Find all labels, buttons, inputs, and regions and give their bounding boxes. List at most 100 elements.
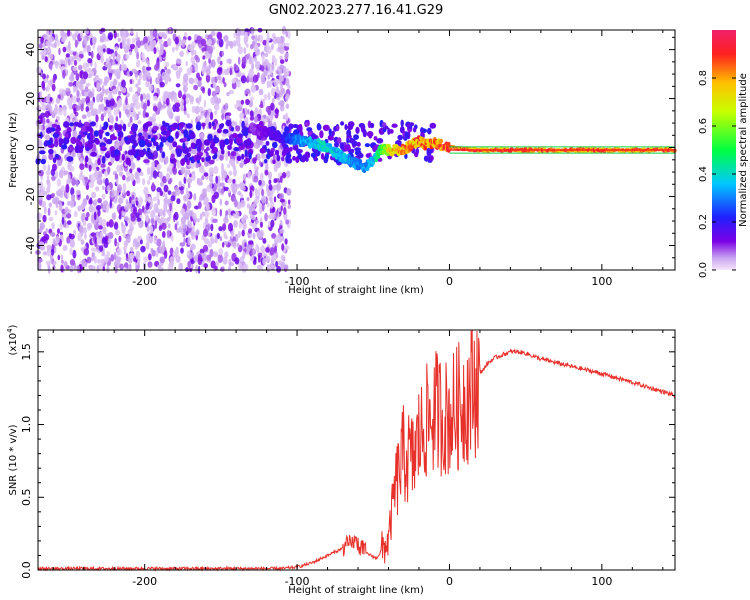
noise-speck <box>92 108 96 114</box>
noise-speck <box>233 220 238 228</box>
noise-speck <box>274 108 280 114</box>
noise-speck <box>55 97 61 104</box>
noise-band-speck <box>400 119 404 128</box>
noise-speck <box>84 161 88 168</box>
ridge-cell <box>376 154 381 159</box>
noise-speck <box>46 194 52 201</box>
noise-speck <box>148 175 153 181</box>
noise-speck <box>121 222 124 227</box>
noise-speck <box>258 255 261 263</box>
noise-band-speck <box>69 122 74 127</box>
noise-speck <box>136 59 141 68</box>
noise-speck <box>68 40 71 50</box>
y-tick-label: 0.0 <box>20 561 33 579</box>
noise-speck <box>265 163 269 172</box>
noise-speck <box>194 105 200 115</box>
noise-band-speck <box>211 121 215 127</box>
noise-speck <box>247 171 252 179</box>
noise-speck <box>244 37 248 42</box>
noise-speck <box>59 169 64 179</box>
noise-speck <box>83 36 87 46</box>
noise-speck <box>157 264 162 269</box>
noise-speck <box>285 219 289 225</box>
noise-speck <box>157 101 163 110</box>
noise-speck <box>137 196 144 205</box>
noise-speck <box>125 96 128 106</box>
colorbar: 0.0 0.2 0.4 0.6 0.8 Normalized spectral ampl… <box>698 30 749 278</box>
noise-speck <box>187 260 192 268</box>
noise-speck <box>191 225 195 233</box>
noise-speck <box>51 83 56 92</box>
noise-speck <box>272 88 275 97</box>
noise-speck <box>275 260 278 268</box>
noise-speck <box>237 46 243 55</box>
noise-speck <box>140 93 144 102</box>
noise-speck <box>116 139 119 148</box>
noise-speck <box>46 84 50 92</box>
noise-speck <box>40 36 44 44</box>
noise-speck <box>246 43 249 48</box>
noise-speck <box>96 82 101 91</box>
noise-speck <box>259 34 264 43</box>
noise-band-speck <box>391 123 398 128</box>
noise-band-speck <box>133 123 138 130</box>
noise-speck <box>96 237 103 245</box>
noise-speck <box>67 29 71 37</box>
noise-speck <box>253 257 257 263</box>
noise-speck <box>215 175 219 184</box>
noise-speck <box>285 103 290 109</box>
noise-speck <box>152 170 158 179</box>
noise-speck <box>116 241 120 248</box>
noise-speck <box>276 182 282 191</box>
noise-speck <box>284 112 289 122</box>
noise-speck <box>68 81 74 87</box>
noise-speck <box>135 200 139 206</box>
noise-speck <box>91 191 97 199</box>
noise-speck <box>267 108 272 116</box>
noise-speck <box>112 212 117 221</box>
noise-speck <box>284 52 289 60</box>
noise-speck <box>185 61 188 67</box>
noise-speck <box>261 153 265 158</box>
noise-speck <box>96 265 99 274</box>
noise-speck <box>105 88 109 96</box>
noise-band-speck <box>406 123 411 128</box>
noise-speck <box>182 232 186 238</box>
noise-speck <box>228 265 232 271</box>
noise-speck <box>252 247 255 256</box>
noise-band-speck <box>38 150 46 155</box>
noise-band-speck <box>183 129 189 138</box>
noise-speck <box>46 244 52 249</box>
noise-speck <box>233 240 237 249</box>
noise-band-speck <box>334 142 339 148</box>
noise-band-speck <box>274 149 280 156</box>
noise-speck <box>88 164 92 172</box>
noise-speck <box>170 235 174 242</box>
colorbar-gradient <box>712 30 736 270</box>
noise-speck <box>267 171 273 180</box>
noise-band-speck <box>146 147 151 153</box>
noise-speck <box>51 110 55 117</box>
noise-band-speck <box>382 122 387 127</box>
noise-speck <box>48 153 54 160</box>
ridge-cell <box>277 131 281 136</box>
noise-speck <box>85 27 89 35</box>
noise-speck <box>80 203 84 209</box>
noise-speck <box>145 241 150 250</box>
noise-speck <box>285 79 290 86</box>
noise-speck <box>223 35 229 41</box>
noise-speck <box>233 168 237 177</box>
noise-speck <box>274 58 278 67</box>
noise-speck <box>117 37 121 42</box>
noise-speck <box>208 167 214 176</box>
noise-speck <box>86 222 93 229</box>
noise-band-speck <box>54 153 60 159</box>
noise-speck <box>248 240 254 245</box>
noise-speck <box>186 177 193 184</box>
noise-speck <box>222 223 227 231</box>
noise-speck <box>46 118 50 124</box>
noise-speck <box>129 196 132 204</box>
noise-speck <box>190 173 196 181</box>
noise-band-speck <box>160 136 167 143</box>
noise-band-speck <box>152 125 159 131</box>
